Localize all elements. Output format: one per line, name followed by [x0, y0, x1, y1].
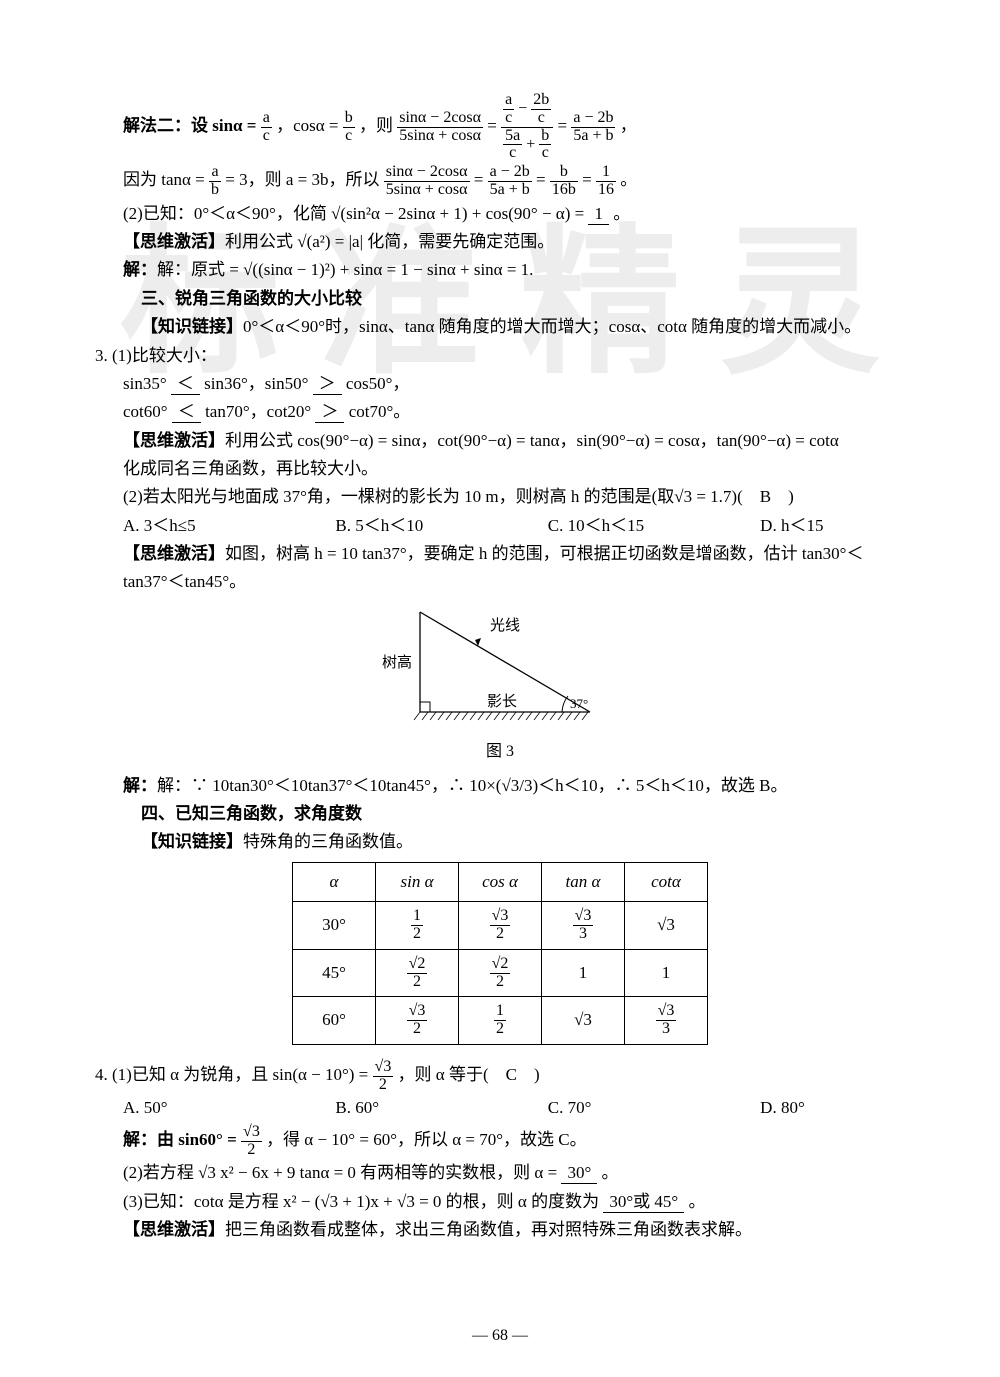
q4-jihuo: 把三角函数看成整体，求出三角函数值，再对照特殊三角函数表求解。 — [95, 1217, 905, 1243]
q3-row-a: sin35° ＜ sin36°，sin50° ＞ cos50°， — [95, 371, 905, 397]
choice-a: A. 3＜h≤5 — [123, 513, 335, 539]
trig-cell: 1 — [625, 949, 708, 997]
q2-solve: 解：解：原式 = √((sinα − 1)²) + sinα = 1 − sin… — [95, 257, 905, 283]
trig-cell: √32 — [376, 997, 459, 1045]
svg-text:光线: 光线 — [490, 617, 520, 634]
q4-choice-b: B. 60° — [335, 1095, 547, 1121]
q2-jihuo: 利用公式 √(a²) = |a| 化简，需要先确定范围。 — [95, 229, 905, 255]
svg-text:37°: 37° — [570, 696, 588, 711]
section3-title: 三、锐角三角函数的大小比较 — [95, 286, 905, 312]
q3-row-b: cot60° ＜ tan70°，cot20° ＞ cot70°。 — [95, 399, 905, 425]
q4-3-answer: 30°或 45° — [603, 1192, 684, 1213]
trig-cell: 12 — [459, 997, 542, 1045]
section4-lianjie: 特殊角的三角函数值。 — [95, 829, 905, 855]
q4-3-text: (3)已知：cotα 是方程 x² − (√3 + 1)x + √3 = 0 的… — [95, 1189, 905, 1215]
trig-row: 30°12√32√33√3 — [293, 902, 708, 950]
trig-header: tan α — [542, 862, 625, 901]
q3-2-jihuo-b: tan37°＜tan45°。 — [95, 569, 905, 595]
trig-cell: 60° — [293, 997, 376, 1045]
q4-1-solve: 解：由 sin60° = √32 ，得 α − 10° = 60°，所以 α =… — [95, 1124, 905, 1159]
q3-2-text: (2)若太阳光与地面成 37°角，一棵树的影长为 10 m，则树高 h 的范围是… — [95, 484, 905, 510]
q4-2-text: (2)若方程 √3 x² − 6x + 9 tanα = 0 有两相等的实数根，… — [95, 1160, 905, 1186]
frac-a-b: ab — [209, 164, 221, 199]
choice-c: C. 10＜h＜15 — [548, 513, 760, 539]
q2-answer: 1 — [588, 204, 609, 225]
trig-cell: √33 — [542, 902, 625, 950]
q2-text: (2)已知：0°＜α＜90°，化简 √(sin²α − 2sinα + 1) +… — [95, 201, 905, 227]
trig-header: α — [293, 862, 376, 901]
trig-table: αsin αcos αtan αcotα 30°12√32√33√345°√22… — [292, 862, 708, 1045]
q3b-sign1: ＜ — [172, 402, 201, 423]
q3-1-label: 3. (1)比较大小： — [95, 343, 905, 369]
section3-lianjie: 0°＜α＜90°时，sinα、tanα 随角度的增大而增大；cosα、cotα … — [95, 314, 905, 340]
trig-cell: √3 — [625, 902, 708, 950]
svg-text:树高: 树高 — [382, 654, 412, 671]
trig-row: 45°√22√2211 — [293, 949, 708, 997]
solution2-intro: 解法二：设 sinα = — [123, 116, 256, 135]
frac-mid: ac − 2bc 5ac + bc — [501, 92, 553, 162]
section4-title: 四、已知三角函数，求角度数 — [95, 801, 905, 827]
frac-lhs: sinα − 2cosα5sinα + cosα — [397, 110, 483, 145]
figure-3: 树高影长 光线 37° 图 3 — [95, 602, 905, 765]
page-number: — 68 — — [0, 1324, 1000, 1349]
q4-1-choices: A. 50° B. 60° C. 70° D. 80° — [95, 1095, 905, 1121]
trig-cell: 45° — [293, 949, 376, 997]
trig-cell: √22 — [459, 949, 542, 997]
frac-a-c-1: ac — [261, 110, 272, 145]
q3-2-choices: A. 3＜h≤5 B. 5＜h＜10 C. 10＜h＜15 D. h＜15 — [95, 513, 905, 539]
svg-text:影长: 影长 — [487, 693, 517, 710]
solution2-line2: 因为 tanα = ab = 3，则 a = 3b，所以 sinα − 2cos… — [95, 164, 905, 199]
q3-jihuo: 利用公式 cos(90°−α) = sinα，cot(90°−α) = tanα… — [95, 428, 905, 454]
trig-header: cos α — [459, 862, 542, 901]
solution2-line1: 解法二：设 sinα = ac ，cosα = bc ，则 sinα − 2co… — [95, 92, 905, 162]
trig-cell: 12 — [376, 902, 459, 950]
trig-cell: √33 — [625, 997, 708, 1045]
q3-2-solve: 解：解：∵ 10tan30°＜10tan37°＜10tan45°，∴ 10×(√… — [95, 773, 905, 799]
trig-cell: √32 — [459, 902, 542, 950]
q4-choice-d: D. 80° — [760, 1095, 905, 1121]
q4-1-text: 4. (1)已知 α 为锐角，且 sin(α − 10°) = √32 ，则 α… — [95, 1059, 905, 1094]
trig-cell: √22 — [376, 949, 459, 997]
solution2-then: ，则 — [359, 116, 393, 135]
q3-2-jihuo: 如图，树高 h = 10 tan37°，要确定 h 的范围，可根据正切函数是增函… — [95, 541, 905, 567]
q3a-sign2: ＞ — [313, 374, 342, 395]
trig-row: 60°√3212√3√33 — [293, 997, 708, 1045]
frac-b-c: bc — [343, 110, 355, 145]
frac-end: a − 2b5a + b — [571, 110, 615, 145]
choice-b: B. 5＜h＜10 — [335, 513, 547, 539]
q3-jihuo-2: 化成同名三角函数，再比较大小。 — [95, 456, 905, 482]
figure-3-svg: 树高影长 光线 37° — [370, 602, 630, 732]
sqrt3-over-2-a: √32 — [373, 1059, 394, 1094]
q3a-sign1: ＜ — [171, 374, 200, 395]
choice-d: D. h＜15 — [760, 513, 905, 539]
trig-cell: 1 — [542, 949, 625, 997]
solution2-mid: ，cosα = — [276, 116, 338, 135]
figure-3-caption: 图 3 — [95, 740, 905, 765]
q4-choice-a: A. 50° — [123, 1095, 335, 1121]
q4-choice-c: C. 70° — [548, 1095, 760, 1121]
trig-header: sin α — [376, 862, 459, 901]
q3b-sign2: ＞ — [315, 402, 344, 423]
sqrt3-over-2-b: √32 — [241, 1124, 262, 1159]
trig-header: cotα — [625, 862, 708, 901]
trig-cell: 30° — [293, 902, 376, 950]
trig-cell: √3 — [542, 997, 625, 1045]
q4-2-answer: 30° — [561, 1163, 597, 1184]
